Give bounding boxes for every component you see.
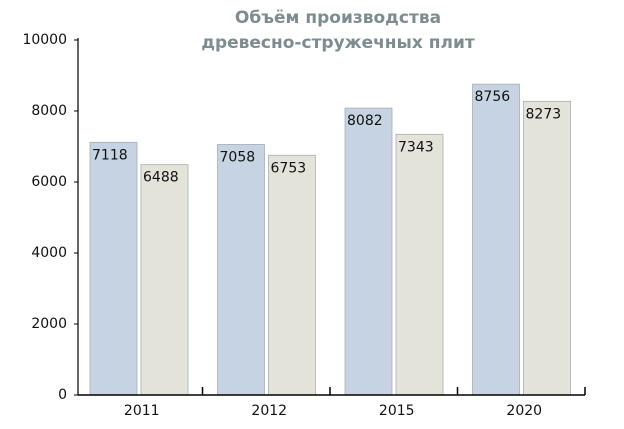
value-label: 6753 bbox=[271, 160, 307, 176]
bar bbox=[395, 133, 444, 396]
y-tick-label: 10000 bbox=[22, 32, 67, 48]
bar bbox=[217, 144, 265, 396]
value-label: 8082 bbox=[347, 113, 383, 129]
y-tick-label: 8000 bbox=[31, 103, 67, 119]
x-tick-label: 2011 bbox=[124, 403, 160, 419]
bar bbox=[140, 164, 189, 396]
chart-title: Объём производства bbox=[235, 8, 441, 28]
x-tick-label: 2020 bbox=[506, 403, 542, 419]
x-tick-label: 2015 bbox=[379, 403, 415, 419]
value-label: 8273 bbox=[526, 106, 562, 122]
chart-title: древесно-стружечных плит bbox=[201, 33, 475, 53]
value-label: 8756 bbox=[475, 89, 511, 105]
value-label: 6488 bbox=[143, 170, 179, 186]
bar bbox=[472, 83, 520, 396]
value-label: 7118 bbox=[92, 147, 128, 163]
y-tick-label: 6000 bbox=[31, 174, 67, 190]
bar bbox=[344, 107, 393, 396]
value-label: 7343 bbox=[398, 139, 434, 155]
y-tick-label: 0 bbox=[58, 387, 67, 403]
bar bbox=[268, 154, 316, 396]
value-label: 7058 bbox=[220, 149, 256, 165]
bar bbox=[523, 100, 571, 396]
y-tick-label: 2000 bbox=[31, 316, 67, 332]
y-tick-label: 4000 bbox=[31, 245, 67, 261]
x-tick-label: 2012 bbox=[251, 403, 287, 419]
bar bbox=[89, 141, 138, 396]
